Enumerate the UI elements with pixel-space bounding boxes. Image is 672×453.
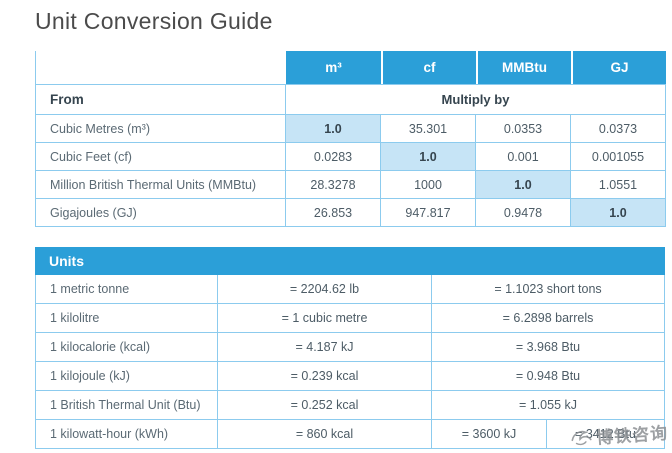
unit-row-metric-tonne: 1 metric tonne = 2204.62 lb = 1.1023 sho… (35, 275, 665, 304)
unit-value-cell: = 6.2898 barrels (432, 304, 665, 333)
conversion-cell: 0.0283 (286, 143, 381, 171)
unit-row-kilojoule: 1 kilojoule (kJ) = 0.239 kcal = 0.948 Bt… (35, 362, 665, 391)
unit-value-cell: = 1.1023 short tons (432, 275, 665, 304)
conversion-cell: 0.0353 (476, 115, 571, 143)
conversion-cell: 28.3278 (286, 171, 381, 199)
row-label: Cubic Feet (cf) (35, 143, 286, 171)
unit-value-cell: = 3.968 Btu (432, 333, 665, 362)
unit-value-cell: = 1.055 kJ (432, 391, 665, 420)
column-header-gj: GJ (571, 51, 666, 84)
corner-spacer (35, 51, 286, 84)
page-title: Unit Conversion Guide (35, 8, 273, 34)
table-row-cubic-metres: Cubic Metres (m³) 1.0 35.301 0.0353 0.03… (35, 115, 666, 143)
unit-row-kilowatt-hour: 1 kilowatt-hour (kWh) = 860 kcal = 3600 … (35, 420, 665, 449)
unit-row-kilocalorie: 1 kilocalorie (kcal) = 4.187 kJ = 3.968 … (35, 333, 665, 362)
unit-row-btu: 1 British Thermal Unit (Btu) = 0.252 kca… (35, 391, 665, 420)
from-multiply-row: From Multiply by (35, 84, 666, 115)
units-header: Units (35, 247, 665, 275)
unit-value-cell: = 3600 kJ (432, 420, 547, 449)
unit-row-label: 1 kilowatt-hour (kWh) (35, 420, 218, 449)
units-header-row: Units (35, 247, 665, 275)
conversion-cell: 0.001055 (571, 143, 666, 171)
column-header-mmbtu: MMBtu (476, 51, 571, 84)
table-row-mmbtu: Million British Thermal Units (MMBtu) 28… (35, 171, 666, 199)
conversion-cell: 0.001 (476, 143, 571, 171)
conversion-header-row: m³ cf MMBtu GJ (35, 51, 666, 84)
unit-value-cell: = 2204.62 lb (218, 275, 432, 304)
table-row-gigajoules: Gigajoules (GJ) 26.853 947.817 0.9478 1.… (35, 199, 666, 227)
unit-value-cell: = 860 kcal (218, 420, 432, 449)
column-header-cf: cf (381, 51, 476, 84)
unit-row-label: 1 metric tonne (35, 275, 218, 304)
table-row-cubic-feet: Cubic Feet (cf) 0.0283 1.0 0.001 0.00105… (35, 143, 666, 171)
row-label: Gigajoules (GJ) (35, 199, 286, 227)
unit-value-cell: = 4.187 kJ (218, 333, 432, 362)
conversion-cell: 35.301 (381, 115, 476, 143)
unit-value-cell: = 0.948 Btu (432, 362, 665, 391)
unit-row-label: 1 British Thermal Unit (Btu) (35, 391, 218, 420)
conversion-table: m³ cf MMBtu GJ From Multiply by Cubic Me… (35, 51, 666, 227)
unit-value-cell: = 0.252 kcal (218, 391, 432, 420)
row-label: Cubic Metres (m³) (35, 115, 286, 143)
conversion-cell: 1.0551 (571, 171, 666, 199)
conversion-cell: 1000 (381, 171, 476, 199)
conversion-cell: 26.853 (286, 199, 381, 227)
unit-value-cell: = 3412 Btu (547, 420, 665, 449)
unit-row-label: 1 kilocalorie (kcal) (35, 333, 218, 362)
conversion-cell: 1.0 (381, 143, 476, 171)
unit-row-label: 1 kilolitre (35, 304, 218, 333)
conversion-cell: 1.0 (571, 199, 666, 227)
unit-value-cell: = 1 cubic metre (218, 304, 432, 333)
conversion-cell: 1.0 (286, 115, 381, 143)
units-table: Units 1 metric tonne = 2204.62 lb = 1.10… (35, 247, 665, 449)
conversion-cell: 947.817 (381, 199, 476, 227)
conversion-cell: 0.9478 (476, 199, 571, 227)
row-label: Million British Thermal Units (MMBtu) (35, 171, 286, 199)
unit-value-cell: = 0.239 kcal (218, 362, 432, 391)
unit-row-label: 1 kilojoule (kJ) (35, 362, 218, 391)
column-header-m3: m³ (286, 51, 381, 84)
unit-row-kilolitre: 1 kilolitre = 1 cubic metre = 6.2898 bar… (35, 304, 665, 333)
conversion-cell: 1.0 (476, 171, 571, 199)
conversion-cell: 0.0373 (571, 115, 666, 143)
from-label: From (35, 84, 286, 115)
multiply-by-label: Multiply by (286, 84, 666, 115)
